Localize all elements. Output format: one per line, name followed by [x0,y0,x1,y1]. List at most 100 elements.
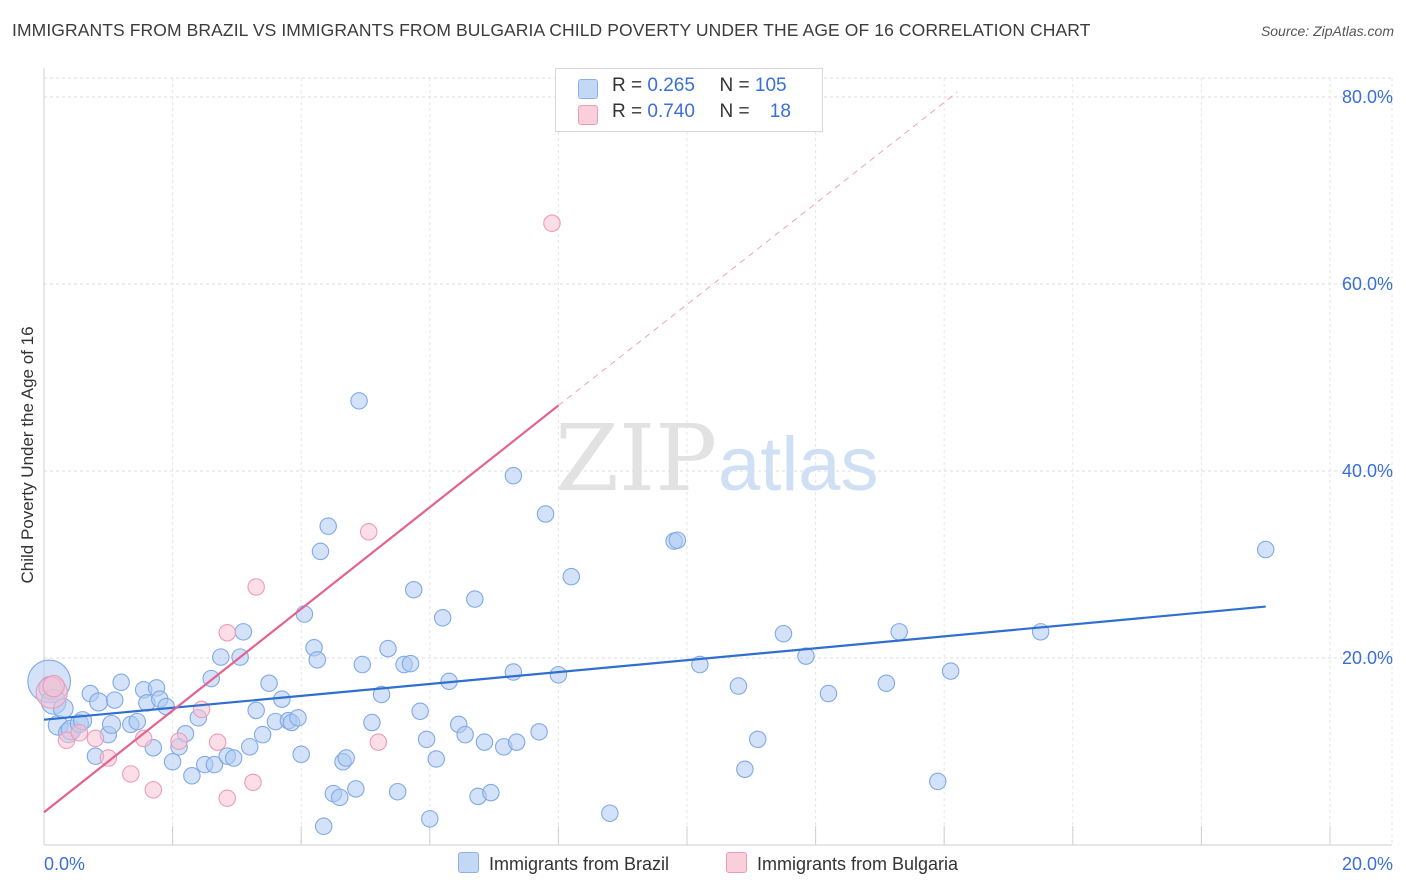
brazil-point [128,712,146,731]
trend-line-bulgaria [43,404,560,814]
brazil-point [308,651,327,669]
brazil-point [247,701,265,720]
brazil-point [311,542,330,561]
brazil-point [736,760,754,779]
brazil-point [549,666,568,684]
brazil-point [482,783,500,802]
legend-n-value: 105 [754,75,787,96]
brazil-point [456,725,474,744]
brazil-point [314,817,333,836]
watermark-zip: ZIP [555,405,717,512]
trend-line-brazil [43,605,1266,721]
brazil-point [797,647,815,665]
bulgaria-point [208,733,227,751]
tick-labels: 20.0% 40.0% 60.0% 80.0% 0.0% 20.0% [44,87,1393,874]
bulgaria-point [70,724,89,742]
brazil-point [260,674,278,692]
series-bulgaria-points [35,214,561,807]
grid-layer [44,77,1393,845]
brazil-point [292,745,310,764]
brazil-point [411,702,429,721]
brazil-point [353,655,372,674]
bulgaria-point [244,773,262,792]
bulgaria-point [122,765,140,783]
bulgaria-point [543,214,561,232]
brazil-point [183,767,201,785]
legend-r-value: 0.740 [647,101,695,122]
watermark-atlas: atlas [718,422,879,507]
brazil-point [89,692,109,712]
y-axis-title: Child Poverty Under the Age of 16 [18,326,37,584]
chart-title: IMMIGRANTS FROM BRAZIL VS IMMIGRANTS FRO… [12,20,1091,40]
brazil-point [562,567,581,586]
bulgaria-point [57,731,76,750]
brazil-point [372,685,391,704]
brazil-point [295,605,314,623]
brazil-point [530,723,548,741]
legend-swatch-bulgaria [578,105,598,125]
brazil-point [388,782,407,801]
brazil-point [289,709,307,727]
brazil-point [433,609,452,627]
correlation-legend: R = 0.265 N = 105 R = 0.740 N = 18 [555,68,823,132]
brazil-point [601,804,619,822]
bulgaria-point [218,624,237,642]
series-legend-label-brazil: Immigrants from Brazil [489,854,670,874]
brazil-point [819,684,838,703]
legend-n-value: 18 [769,101,791,122]
bulgaria-point [134,729,153,748]
brazil-point [319,517,337,535]
brazil-point [401,654,420,673]
brazil-point [331,788,349,807]
brazil-point [1256,540,1275,559]
brazil-point [941,662,960,680]
trend-extension-bulgaria [558,91,958,406]
bulgaria-point [359,523,378,541]
legend-r-label: R = [612,101,643,122]
brazil-point [536,505,555,523]
brazil-point [507,733,526,751]
brazil-point [668,531,687,549]
brazil-point [774,624,793,643]
x-tick-label: 0.0% [44,854,85,874]
brazil-point [350,392,368,410]
brazil-point [748,730,767,749]
bulgaria-point [170,732,188,750]
legend-n-label: N = [719,75,750,96]
brazil-point [466,590,484,608]
brazil-point [101,714,122,734]
points-layer [27,214,1275,836]
legend-text-bulgaria: R = 0.740 N = 18 [612,101,791,123]
legend-r-label: R = [612,75,643,96]
brazil-point [337,749,355,767]
brazil-point [729,677,748,695]
brazil-point [163,753,182,771]
brazil-point [877,674,896,692]
bulgaria-point [369,733,388,751]
trend-layer [43,91,1266,814]
brazil-point [417,730,436,749]
series-legend-label-bulgaria: Immigrants from Bulgaria [757,854,959,874]
bulgaria-point [86,729,105,748]
y-tick-label: 80.0% [1342,87,1393,107]
legend-swatch-brazil [578,79,598,99]
brazil-point [224,749,243,767]
brazil-point [890,623,908,641]
bulgaria-point [99,749,118,767]
series-legend-brazil: Immigrants from Brazil [458,852,669,876]
legend-n-label: N = [719,101,750,122]
legend-r-value: 0.265 [647,75,695,96]
brazil-point [105,691,124,709]
x-tick-label: 20.0% [1342,854,1393,874]
brazil-point [112,673,130,692]
brazil-point [241,738,259,756]
y-tick-label: 60.0% [1342,274,1393,294]
y-tick-label: 40.0% [1342,461,1393,481]
bulgaria-point [247,578,265,596]
bulgaria-point [218,789,237,807]
brazil-point [347,780,365,798]
y-tick-label: 20.0% [1342,648,1393,668]
brazil-point [363,713,381,732]
bulgaria-point [144,781,163,799]
